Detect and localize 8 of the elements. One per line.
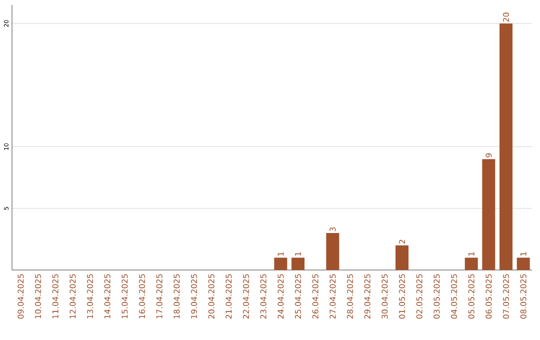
bar	[326, 233, 340, 270]
bar	[396, 245, 409, 270]
bar	[292, 258, 305, 270]
bar	[464, 258, 478, 270]
bar	[482, 159, 496, 270]
bar	[274, 258, 288, 270]
bar	[500, 23, 513, 270]
bar	[516, 258, 530, 270]
